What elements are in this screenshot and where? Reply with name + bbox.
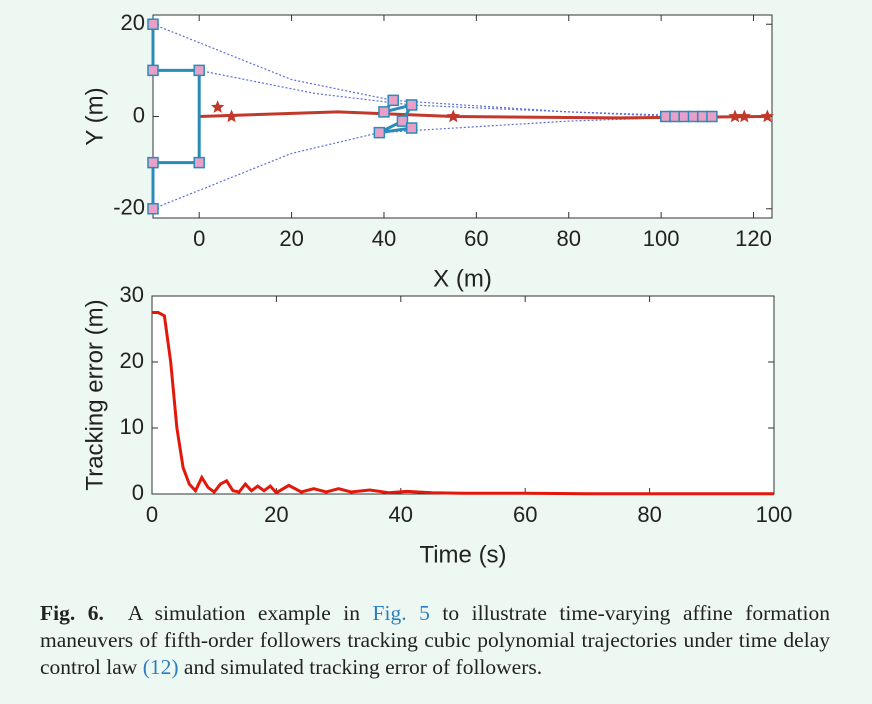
square-marker — [706, 110, 718, 123]
square-marker — [405, 122, 418, 134]
y-tick-label: 0 — [132, 480, 144, 505]
square-marker — [147, 156, 159, 169]
caption-label: Fig. 6. — [40, 601, 104, 625]
x-tick-label: 120 — [735, 226, 772, 251]
square-marker — [405, 99, 418, 111]
y-tick-label: -20 — [113, 195, 145, 220]
figure-ref[interactable]: Fig. 5 — [372, 601, 430, 625]
square-marker — [147, 18, 159, 30]
square-marker — [396, 115, 409, 127]
caption-text: and simulated tracking error of follower… — [183, 655, 543, 679]
x-tick-label: 60 — [464, 226, 488, 251]
series-line — [199, 69, 712, 118]
x-axis-label: Time (s) — [419, 541, 506, 568]
caption-text: A simulation example in — [127, 601, 360, 625]
star-marker — [224, 109, 239, 123]
caption-text: to illustrate time-varying affine format… — [40, 601, 831, 679]
square-marker — [147, 64, 159, 77]
y-tick-label: 0 — [133, 102, 145, 127]
x-tick-label: 0 — [146, 502, 158, 527]
star-marker — [737, 109, 751, 123]
square-marker — [193, 64, 205, 77]
series-line — [152, 311, 774, 496]
y-axis-label: Y (m) — [81, 87, 108, 145]
star-marker — [211, 100, 225, 113]
x-tick-label: 0 — [193, 226, 205, 251]
x-tick-label: 80 — [557, 226, 581, 251]
square-marker — [387, 94, 399, 107]
x-tick-label: 60 — [513, 502, 537, 527]
square-marker — [193, 156, 205, 169]
x-tick-label: 80 — [637, 502, 661, 527]
x-tick-label: 20 — [264, 502, 288, 527]
x-axis-label: X (m) — [433, 265, 492, 292]
star-marker — [760, 109, 774, 123]
y-tick-label: 20 — [121, 10, 145, 35]
square-marker — [373, 126, 386, 139]
plot-area — [151, 295, 775, 495]
equation-ref[interactable]: (12) — [142, 655, 179, 679]
x-tick-label: 100 — [643, 226, 680, 251]
y-tick-label: 10 — [120, 414, 144, 439]
series-line — [152, 115, 703, 210]
caption: Fig. 6. A simulation example in Fig. 5 t… — [40, 600, 830, 681]
x-tick-label: 40 — [389, 502, 413, 527]
star-marker — [446, 109, 460, 123]
square-marker — [378, 106, 390, 118]
y-tick-label: 30 — [120, 282, 144, 307]
x-tick-label: 40 — [372, 226, 396, 251]
y-axis-label: Tracking error (m) — [81, 299, 108, 490]
x-tick-label: 20 — [279, 226, 303, 251]
y-tick-label: 20 — [120, 348, 144, 373]
star-marker — [728, 109, 742, 123]
x-tick-label: 100 — [756, 502, 793, 527]
series-line — [151, 24, 201, 209]
square-marker — [147, 203, 159, 215]
